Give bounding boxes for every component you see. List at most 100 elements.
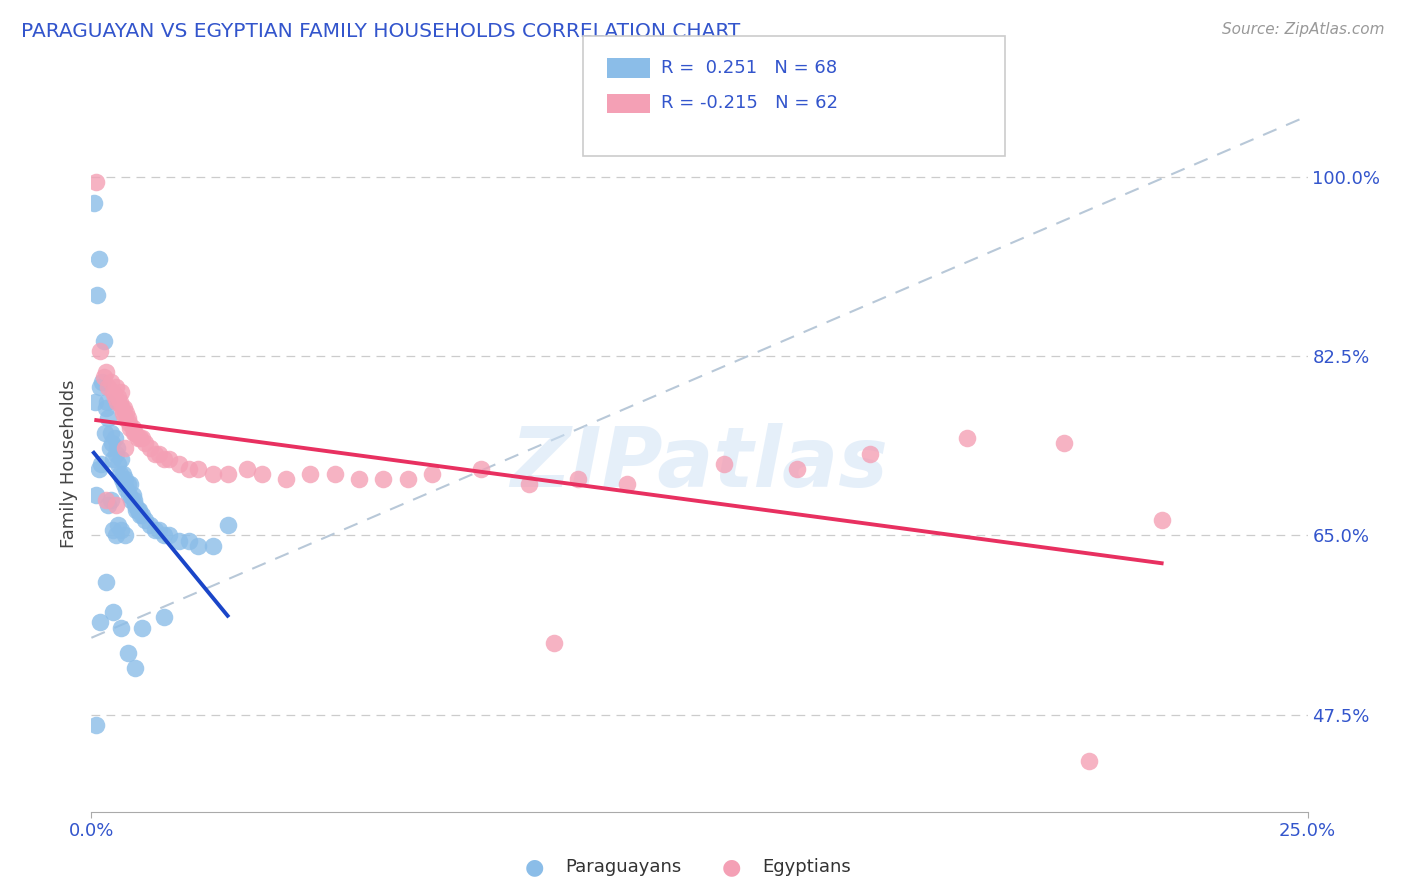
Point (143, 524, 166, 538)
Point (567, 472, 589, 486)
Point (87, 252, 110, 267)
Point (347, 472, 370, 486)
Point (148, 447, 170, 461)
Point (115, 406, 138, 420)
Point (120, 421, 142, 435)
Point (110, 385, 132, 400)
Point (167, 533, 190, 548)
Text: R =  0.251   N = 68: R = 0.251 N = 68 (661, 59, 837, 77)
Point (89, 344, 111, 359)
Point (89, 615, 111, 630)
Point (118, 416, 141, 430)
Point (110, 451, 132, 466)
Point (117, 477, 139, 491)
Point (87, 462, 110, 476)
Text: PARAGUAYAN VS EGYPTIAN FAMILY HOUSEHOLDS CORRELATION CHART: PARAGUAYAN VS EGYPTIAN FAMILY HOUSEHOLDS… (21, 22, 741, 41)
Point (114, 410, 136, 425)
Point (111, 406, 134, 420)
Point (1053, 436, 1076, 450)
Point (121, 421, 143, 435)
Point (124, 498, 146, 512)
Point (114, 401, 136, 415)
Point (128, 503, 150, 517)
Point (148, 524, 170, 538)
Point (111, 467, 134, 481)
Point (121, 487, 143, 501)
Point (129, 431, 152, 445)
Point (859, 447, 882, 461)
Text: ZIPatlas: ZIPatlas (510, 424, 889, 504)
Point (110, 621, 132, 635)
Point (104, 447, 127, 461)
Point (93, 334, 115, 348)
Point (96, 395, 118, 409)
Point (1077, 754, 1099, 768)
Text: ●: ● (524, 857, 544, 877)
Point (713, 457, 735, 471)
Point (396, 472, 419, 486)
Point (114, 477, 136, 491)
Point (134, 513, 156, 527)
Point (153, 528, 176, 542)
Point (124, 661, 146, 675)
Point (129, 508, 152, 522)
Point (104, 528, 127, 542)
Point (956, 431, 979, 445)
Point (157, 451, 180, 466)
Point (139, 518, 162, 533)
Point (134, 436, 156, 450)
Point (187, 539, 209, 553)
Point (177, 462, 200, 476)
Point (122, 492, 145, 507)
Point (107, 457, 129, 471)
Point (517, 477, 540, 491)
Point (114, 528, 136, 542)
Point (420, 467, 443, 481)
Point (202, 467, 225, 481)
Point (100, 492, 122, 507)
Point (104, 390, 127, 404)
Point (115, 483, 138, 497)
Point (107, 390, 129, 404)
Point (157, 528, 180, 542)
Point (84, 717, 107, 731)
Point (110, 524, 132, 538)
Point (103, 605, 125, 619)
Point (202, 539, 225, 553)
Point (108, 395, 131, 409)
Point (117, 410, 139, 425)
Point (94, 401, 117, 415)
Point (236, 462, 259, 476)
Point (97, 410, 120, 425)
Point (177, 533, 200, 548)
Point (107, 518, 129, 533)
Point (94, 574, 117, 589)
Point (543, 636, 565, 650)
Point (89, 380, 111, 394)
Point (110, 472, 132, 486)
Point (90, 457, 112, 471)
Point (84, 395, 107, 409)
Point (139, 442, 162, 456)
Point (323, 467, 346, 481)
Point (101, 436, 124, 450)
Point (1150, 513, 1173, 527)
Point (103, 451, 125, 466)
Point (83, 195, 105, 210)
Point (91, 375, 114, 389)
Point (93, 369, 115, 384)
Point (105, 395, 128, 409)
Point (250, 467, 273, 481)
Text: Source: ZipAtlas.com: Source: ZipAtlas.com (1222, 22, 1385, 37)
Point (217, 518, 239, 533)
Point (97, 380, 120, 394)
Point (131, 621, 153, 635)
Point (786, 462, 808, 476)
Text: ●: ● (721, 857, 741, 877)
Point (120, 477, 142, 491)
Point (470, 462, 492, 476)
Point (114, 472, 136, 486)
Point (100, 426, 122, 441)
Point (110, 401, 132, 415)
Point (373, 472, 395, 486)
